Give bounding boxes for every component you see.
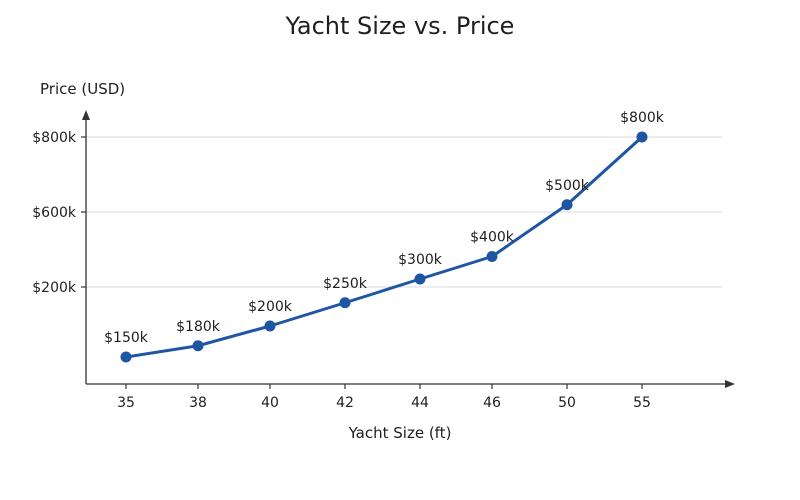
data-label: $200k [248, 299, 293, 315]
x-tick-label: 40 [261, 395, 279, 411]
y-axis-arrow [82, 110, 90, 120]
x-tick-label: 50 [558, 395, 576, 411]
x-tick-label: 38 [189, 395, 207, 411]
x-axis-label: Yacht Size (ft) [348, 424, 452, 442]
data-point [264, 320, 276, 332]
x-tick-label: 46 [483, 395, 501, 411]
x-tick-label: 42 [336, 395, 354, 411]
y-tick-label: $200k [32, 280, 77, 296]
data-label: $150k [104, 330, 149, 346]
data-point [636, 131, 648, 143]
data-label: $400k [470, 230, 515, 246]
y-tick-label: $600k [32, 205, 77, 221]
chart-title: Yacht Size vs. Price [285, 12, 515, 40]
x-tick-label: 35 [117, 395, 135, 411]
series-line [124, 135, 644, 359]
data-label: $300k [398, 252, 443, 268]
x-tick-label: 44 [411, 395, 429, 411]
x-tick-label: 55 [633, 395, 651, 411]
data-point [414, 273, 426, 285]
data-point [339, 297, 351, 309]
y-tick-label: $800k [32, 130, 77, 146]
data-point [192, 340, 204, 352]
data-label: $800k [620, 110, 665, 126]
data-point [486, 251, 498, 262]
data-point [120, 351, 132, 363]
data-label: $500k [545, 178, 590, 194]
data-label: $180k [176, 319, 221, 335]
data-label: $250k [323, 276, 368, 292]
data-point [561, 199, 573, 211]
y-axis-label: Price (USD) [40, 80, 126, 98]
x-axis-arrow [725, 380, 735, 388]
